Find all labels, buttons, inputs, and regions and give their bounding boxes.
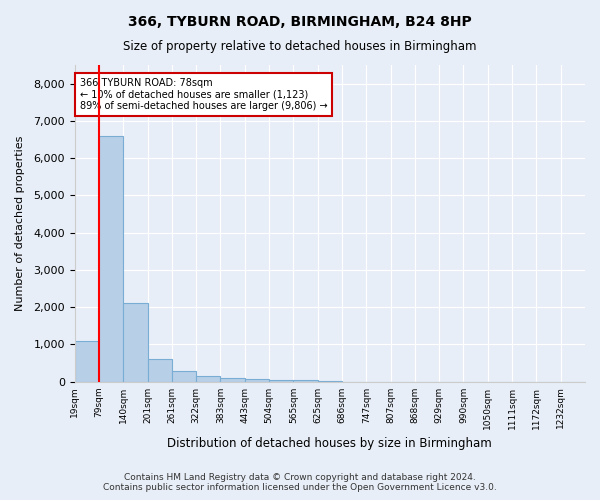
Bar <box>220 378 245 382</box>
Bar <box>293 380 317 382</box>
Text: Contains HM Land Registry data © Crown copyright and database right 2024.
Contai: Contains HM Land Registry data © Crown c… <box>103 473 497 492</box>
Bar <box>317 380 342 382</box>
Text: 366, TYBURN ROAD, BIRMINGHAM, B24 8HP: 366, TYBURN ROAD, BIRMINGHAM, B24 8HP <box>128 15 472 29</box>
Bar <box>172 370 196 382</box>
Bar <box>123 304 148 382</box>
Bar <box>74 340 99 382</box>
X-axis label: Distribution of detached houses by size in Birmingham: Distribution of detached houses by size … <box>167 437 492 450</box>
Text: Size of property relative to detached houses in Birmingham: Size of property relative to detached ho… <box>123 40 477 53</box>
Bar <box>196 376 220 382</box>
Bar <box>269 380 293 382</box>
Bar <box>245 379 269 382</box>
Y-axis label: Number of detached properties: Number of detached properties <box>15 136 25 311</box>
Bar <box>99 136 123 382</box>
Text: 366 TYBURN ROAD: 78sqm
← 10% of detached houses are smaller (1,123)
89% of semi-: 366 TYBURN ROAD: 78sqm ← 10% of detached… <box>80 78 328 111</box>
Bar <box>148 360 172 382</box>
